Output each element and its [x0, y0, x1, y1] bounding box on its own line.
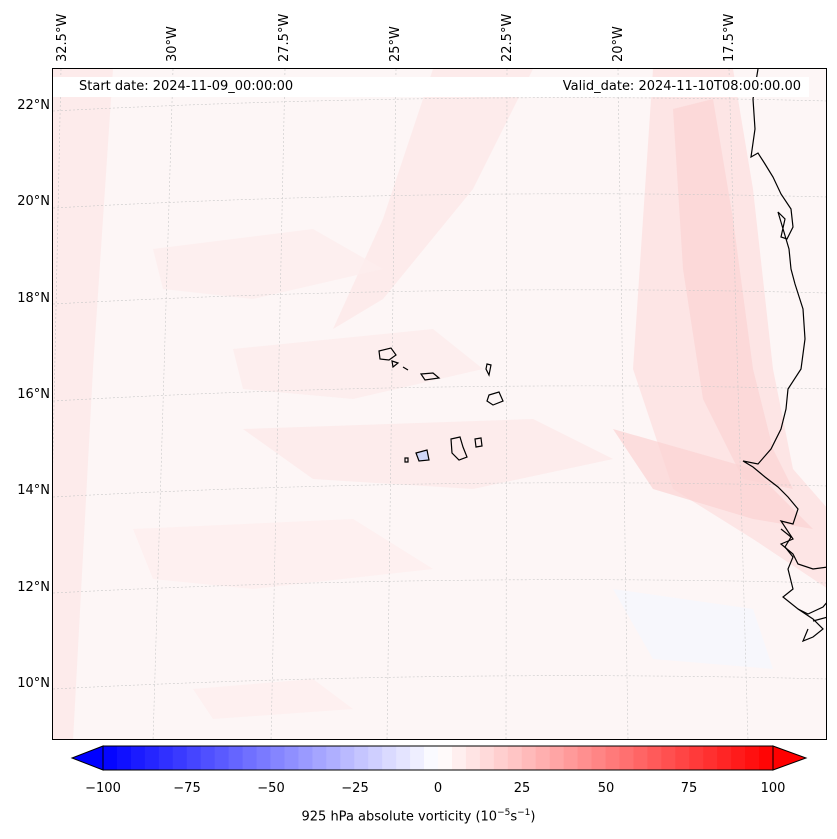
- lat-label-10n: 10°N: [17, 676, 50, 691]
- colorbar-segment: [507, 746, 523, 770]
- graticule: [53, 69, 826, 739]
- colorbar-segment: [103, 746, 118, 770]
- colorbar-segment: [116, 746, 132, 770]
- vorticity-map: Start date: 2024-11-09_00:00:00 Valid_da…: [52, 68, 827, 740]
- colorbar-segment: [172, 746, 188, 770]
- lon-label-30w: 30°W: [165, 26, 180, 62]
- cape-verde-islands: [378, 347, 504, 463]
- colorbar: [70, 745, 808, 771]
- colorbar-segment: [745, 746, 760, 770]
- colorbar-tick-neg50: −50: [257, 781, 285, 796]
- colorbar-segment: [605, 746, 620, 770]
- colorbar-tick-50: 50: [597, 781, 615, 796]
- colorbar-segment: [284, 746, 299, 770]
- colorbar-segment: [493, 746, 509, 770]
- colorbar-segment: [759, 746, 774, 770]
- colorbar-min-extend: [70, 745, 104, 771]
- vorticity-field: [53, 69, 826, 739]
- colorbar-tick-neg25: −25: [341, 781, 369, 796]
- colorbar-segment: [326, 746, 341, 770]
- colorbar-segment: [479, 746, 495, 770]
- lat-label-14n: 14°N: [17, 483, 50, 498]
- colorbar-segment: [438, 746, 453, 770]
- colorbar-segment: [633, 746, 648, 770]
- lon-label-22-5w: 22.5°W: [500, 13, 515, 62]
- date-info-bar: Start date: 2024-11-09_00:00:00 Valid_da…: [53, 77, 809, 97]
- colorbar-segment: [703, 746, 718, 770]
- lon-label-20w: 20°W: [611, 26, 626, 62]
- colorbar-outline: [102, 745, 774, 771]
- lon-label-25w: 25°W: [388, 26, 403, 62]
- colorbar-segment: [465, 746, 481, 770]
- colorbar-segment: [144, 746, 160, 770]
- colorbar-tick-75: 75: [680, 781, 698, 796]
- colorbar-segment: [396, 746, 411, 770]
- lat-label-20n: 20°N: [17, 194, 50, 209]
- colorbar-segment: [731, 746, 746, 770]
- colorbar-segment: [410, 746, 425, 770]
- valid-date-text: Valid_date: 2024-11-10T08:00:00.00: [562, 79, 801, 94]
- colorbar-segment: [424, 746, 439, 770]
- colorbar-segment: [242, 746, 258, 770]
- colorbar-segment: [675, 746, 690, 770]
- colorbar-label: 925 hPa absolute vorticity (10−5s−1): [301, 808, 536, 825]
- colorbar-max-extend: [772, 745, 808, 771]
- colorbar-tick-100: 100: [760, 781, 786, 796]
- lon-label-17-5w: 17.5°W: [722, 13, 737, 62]
- colorbar-segment: [270, 746, 285, 770]
- map-canvas: [53, 69, 826, 739]
- colorbar-segment: [451, 746, 467, 770]
- colorbar-segment: [591, 746, 606, 770]
- start-date-text: Start date: 2024-11-09_00:00:00: [79, 79, 294, 94]
- colorbar-segment: [689, 746, 704, 770]
- colorbar-tick-neg100: −100: [85, 781, 121, 796]
- colorbar-segment: [577, 746, 593, 770]
- lat-label-22n: 22°N: [17, 98, 50, 113]
- colorbar-segment: [312, 746, 327, 770]
- lat-label-12n: 12°N: [17, 580, 50, 595]
- colorbar-segment: [382, 746, 397, 770]
- colorbar-segment: [619, 746, 634, 770]
- colorbar-segment: [535, 746, 551, 770]
- colorbar-segment: [647, 746, 662, 770]
- coastline: [742, 69, 826, 643]
- colorbar-segment: [158, 746, 174, 770]
- lon-label-32-5w: 32.5°W: [55, 13, 70, 62]
- colorbar-segment: [521, 746, 537, 770]
- colorbar-segment: [200, 746, 216, 770]
- colorbar-segment: [256, 746, 271, 770]
- colorbar-tick-0: 0: [433, 781, 443, 796]
- colorbar-segment: [563, 746, 579, 770]
- colorbar-segment: [214, 746, 230, 770]
- colorbar-segment: [130, 746, 146, 770]
- colorbar-segment: [717, 746, 732, 770]
- colorbar-segment: [368, 746, 383, 770]
- lon-label-27-5w: 27.5°W: [277, 13, 292, 62]
- colorbar-segment: [298, 746, 313, 770]
- colorbar-segment: [228, 746, 244, 770]
- colorbar-segment: [549, 746, 565, 770]
- colorbar-segment: [340, 746, 355, 770]
- colorbar-segment: [354, 746, 369, 770]
- colorbar-segments: [103, 746, 774, 770]
- colorbar-tick-neg75: −75: [173, 781, 201, 796]
- colorbar-segment: [661, 746, 676, 770]
- lat-label-18n: 18°N: [17, 291, 50, 306]
- colorbar-segment: [186, 746, 202, 770]
- lat-label-16n: 16°N: [17, 387, 50, 402]
- colorbar-tick-25: 25: [513, 781, 531, 796]
